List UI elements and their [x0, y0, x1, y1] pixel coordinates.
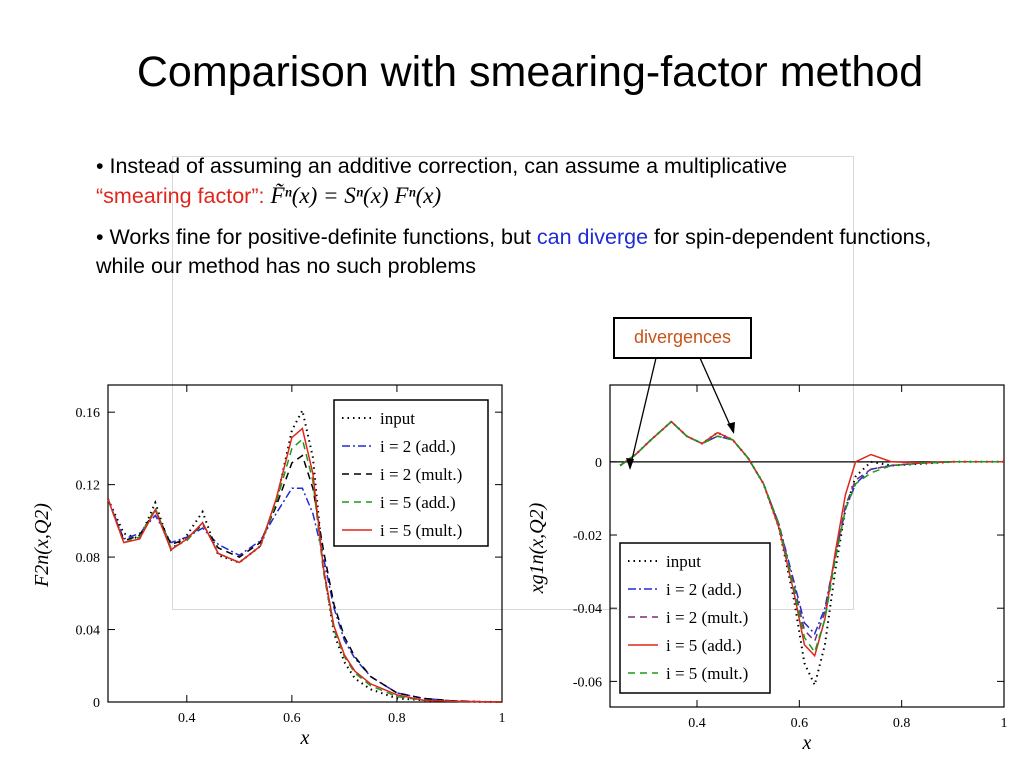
- legend-label: i = 2 (mult.): [380, 465, 462, 484]
- series-line: [107, 487, 503, 703]
- x-tick-label: 0.4: [178, 711, 196, 726]
- y-tick-label: -0.06: [573, 675, 602, 690]
- smearing-formula: F̃ⁿ(x) = Sⁿ(x) Fⁿ(x): [270, 183, 442, 208]
- x-tick-label: 1: [499, 711, 506, 726]
- divergences-callout: divergences: [613, 317, 752, 359]
- legend-label: i = 5 (add.): [380, 493, 456, 512]
- series-line: [107, 427, 503, 703]
- bullet-2-suffix: for spin-dependent functions, while our …: [96, 225, 932, 278]
- x-tick-label: 0.8: [388, 711, 406, 726]
- bullet-1-text: • Instead of assuming an additive correc…: [96, 154, 788, 178]
- x-axis-label: x: [300, 727, 310, 749]
- legend-label: i = 5 (mult.): [380, 521, 462, 540]
- x-tick-label: 1: [1001, 716, 1008, 731]
- x-tick-label: 0.4: [688, 716, 706, 731]
- x-axis-label: x: [802, 732, 812, 754]
- series-line: [107, 437, 503, 703]
- y-tick-label: -0.04: [573, 602, 602, 617]
- x-tick-label: 0.8: [893, 716, 911, 731]
- divergence-arrows: [626, 357, 735, 470]
- y-tick-label: 0.16: [76, 406, 101, 421]
- y-axis-label: F2n(x,Q2): [31, 503, 53, 588]
- f2n-chart: 0.4 0.6 0.8 1 0 0.04 0.08 0.12 0.16 x F2n(x,Q2) inp…: [31, 384, 506, 749]
- y-tick-label: 0: [93, 696, 100, 711]
- series-line: [619, 420, 1004, 658]
- bullet-2-prefix: • Works fine for positive-definite funct…: [96, 225, 537, 249]
- plot-frame: [609, 384, 1005, 708]
- divergence-arrow-right: [699, 357, 734, 433]
- y-tick-label: 0.04: [76, 624, 101, 639]
- bullet-1: • Instead of assuming an additive correc…: [96, 152, 936, 211]
- bullet-1-highlight: “smearing factor”:: [96, 184, 265, 208]
- legend-label: i = 2 (add.): [666, 580, 742, 599]
- y-tick-label: 0: [595, 456, 602, 471]
- slide-title: Comparison with smearing-factor method: [136, 48, 924, 96]
- y-tick-label: 0.12: [76, 479, 101, 494]
- divergence-arrow-left: [629, 357, 657, 469]
- legend-box: [619, 542, 771, 694]
- bullet-list: • Instead of assuming an additive correc…: [96, 152, 936, 293]
- x-tick-label: 0.6: [791, 716, 809, 731]
- arrowhead-right: [727, 422, 735, 434]
- y-tick-label: -0.02: [573, 529, 602, 544]
- legend-label: input: [666, 552, 701, 571]
- series-line: [107, 454, 503, 703]
- legend-label: input: [380, 409, 415, 428]
- y-tick-label: 0.08: [76, 551, 101, 566]
- plot-frame: [107, 384, 503, 703]
- bullet-2-highlight: can diverge: [536, 225, 649, 249]
- x-tick-label: 0.6: [283, 711, 301, 726]
- legend-box: [333, 399, 489, 547]
- arrowhead-left: [626, 458, 634, 470]
- xg1n-chart: 0.4 0.6 0.8 1 -0.06 -0.04 -0.02 0 x xg1n(x,Q2) inp…: [526, 384, 1008, 754]
- slide-frame-border: [172, 156, 854, 610]
- legend-label: i = 2 (add.): [380, 437, 456, 456]
- series-line: [619, 420, 1004, 654]
- bullet-2: • Works fine for positive-definite funct…: [96, 223, 936, 281]
- legend-label: i = 5 (mult.): [666, 664, 748, 683]
- series-line: [619, 420, 1004, 688]
- legend-label: i = 5 (add.): [666, 636, 742, 655]
- y-axis-label: xg1n(x,Q2): [526, 502, 548, 594]
- legend-label: i = 2 (mult.): [666, 608, 748, 627]
